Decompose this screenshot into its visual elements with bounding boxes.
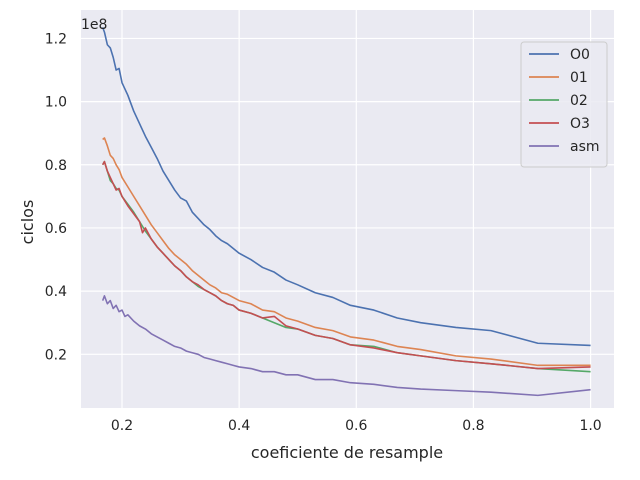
legend-label: 02 <box>570 93 588 109</box>
x-tick-label: 0.6 <box>345 418 367 434</box>
y-tick-label: 1.2 <box>45 31 67 47</box>
legend-label: O0 <box>570 47 590 63</box>
legend-box <box>520 41 608 168</box>
legend-label: 01 <box>570 70 588 86</box>
x-tick-label: 0.8 <box>462 418 484 434</box>
y-tick-label: 0.2 <box>45 347 67 363</box>
x-tick-label: 0.4 <box>228 418 250 434</box>
y-tick-label: 1.0 <box>45 95 67 111</box>
y-axis-label: ciclos <box>18 200 37 245</box>
y-offset-text: 1e8 <box>81 17 107 33</box>
series-line-o3 <box>101 160 591 370</box>
series-line-01 <box>102 137 591 367</box>
y-tick-label: 0.6 <box>45 221 67 237</box>
tick-labels: 0.2 0.4 0.6 0.8 1.0 0.2 0.4 0.6 0.8 1.0 1.2 <box>45 31 602 434</box>
y-tick-label: 0.8 <box>45 158 67 174</box>
series-line-asm <box>101 295 591 397</box>
legend: O0 01 02 O3 asm <box>520 41 608 168</box>
x-tick-label: 0.2 <box>111 418 133 434</box>
legend-label: asm <box>570 139 600 155</box>
x-axis-label: coeficiente de resample <box>251 443 443 462</box>
x-tick-label: 1.0 <box>579 418 601 434</box>
y-tick-label: 0.4 <box>45 284 67 300</box>
series-group <box>101 27 591 397</box>
legend-label: O3 <box>570 116 590 132</box>
series-line-o0 <box>101 27 591 347</box>
